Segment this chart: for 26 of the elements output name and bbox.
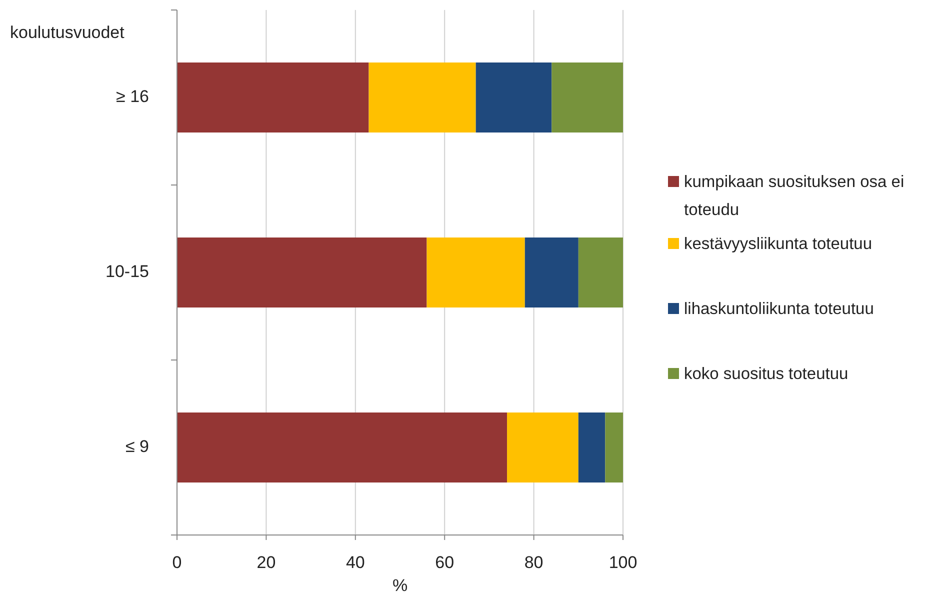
- legend-label: kestävyysliikunta toteutuu: [684, 235, 872, 254]
- x-axis-title: %: [392, 576, 408, 595]
- bar: [368, 62, 476, 132]
- bar: [177, 238, 427, 308]
- bar: [578, 412, 606, 482]
- x-tick-label: 100: [608, 553, 638, 572]
- y-tick-label: ≤ 9: [125, 436, 149, 456]
- bar: [476, 62, 552, 132]
- bar: [426, 238, 525, 308]
- bar: [578, 238, 623, 308]
- bar: [605, 412, 623, 482]
- x-tick-label: 20: [256, 553, 276, 572]
- x-tick-label: 0: [172, 553, 182, 572]
- legend-label: lihaskuntoliikunta toteutuu: [684, 300, 874, 318]
- bar: [507, 412, 578, 482]
- x-tick-label: 60: [435, 553, 454, 572]
- y-tick-label: 10-15: [106, 262, 149, 281]
- bar: [552, 62, 623, 132]
- y-tick-label: ≥ 16: [116, 86, 149, 106]
- bar: [177, 412, 508, 482]
- bar: [524, 238, 578, 308]
- x-tick-label: 80: [524, 553, 544, 572]
- x-tick-label: 40: [346, 553, 365, 572]
- y-axis-title: koulutusvuodet: [10, 23, 125, 42]
- legend-label: koko suositus toteutuu: [684, 365, 848, 384]
- bar: [177, 62, 369, 132]
